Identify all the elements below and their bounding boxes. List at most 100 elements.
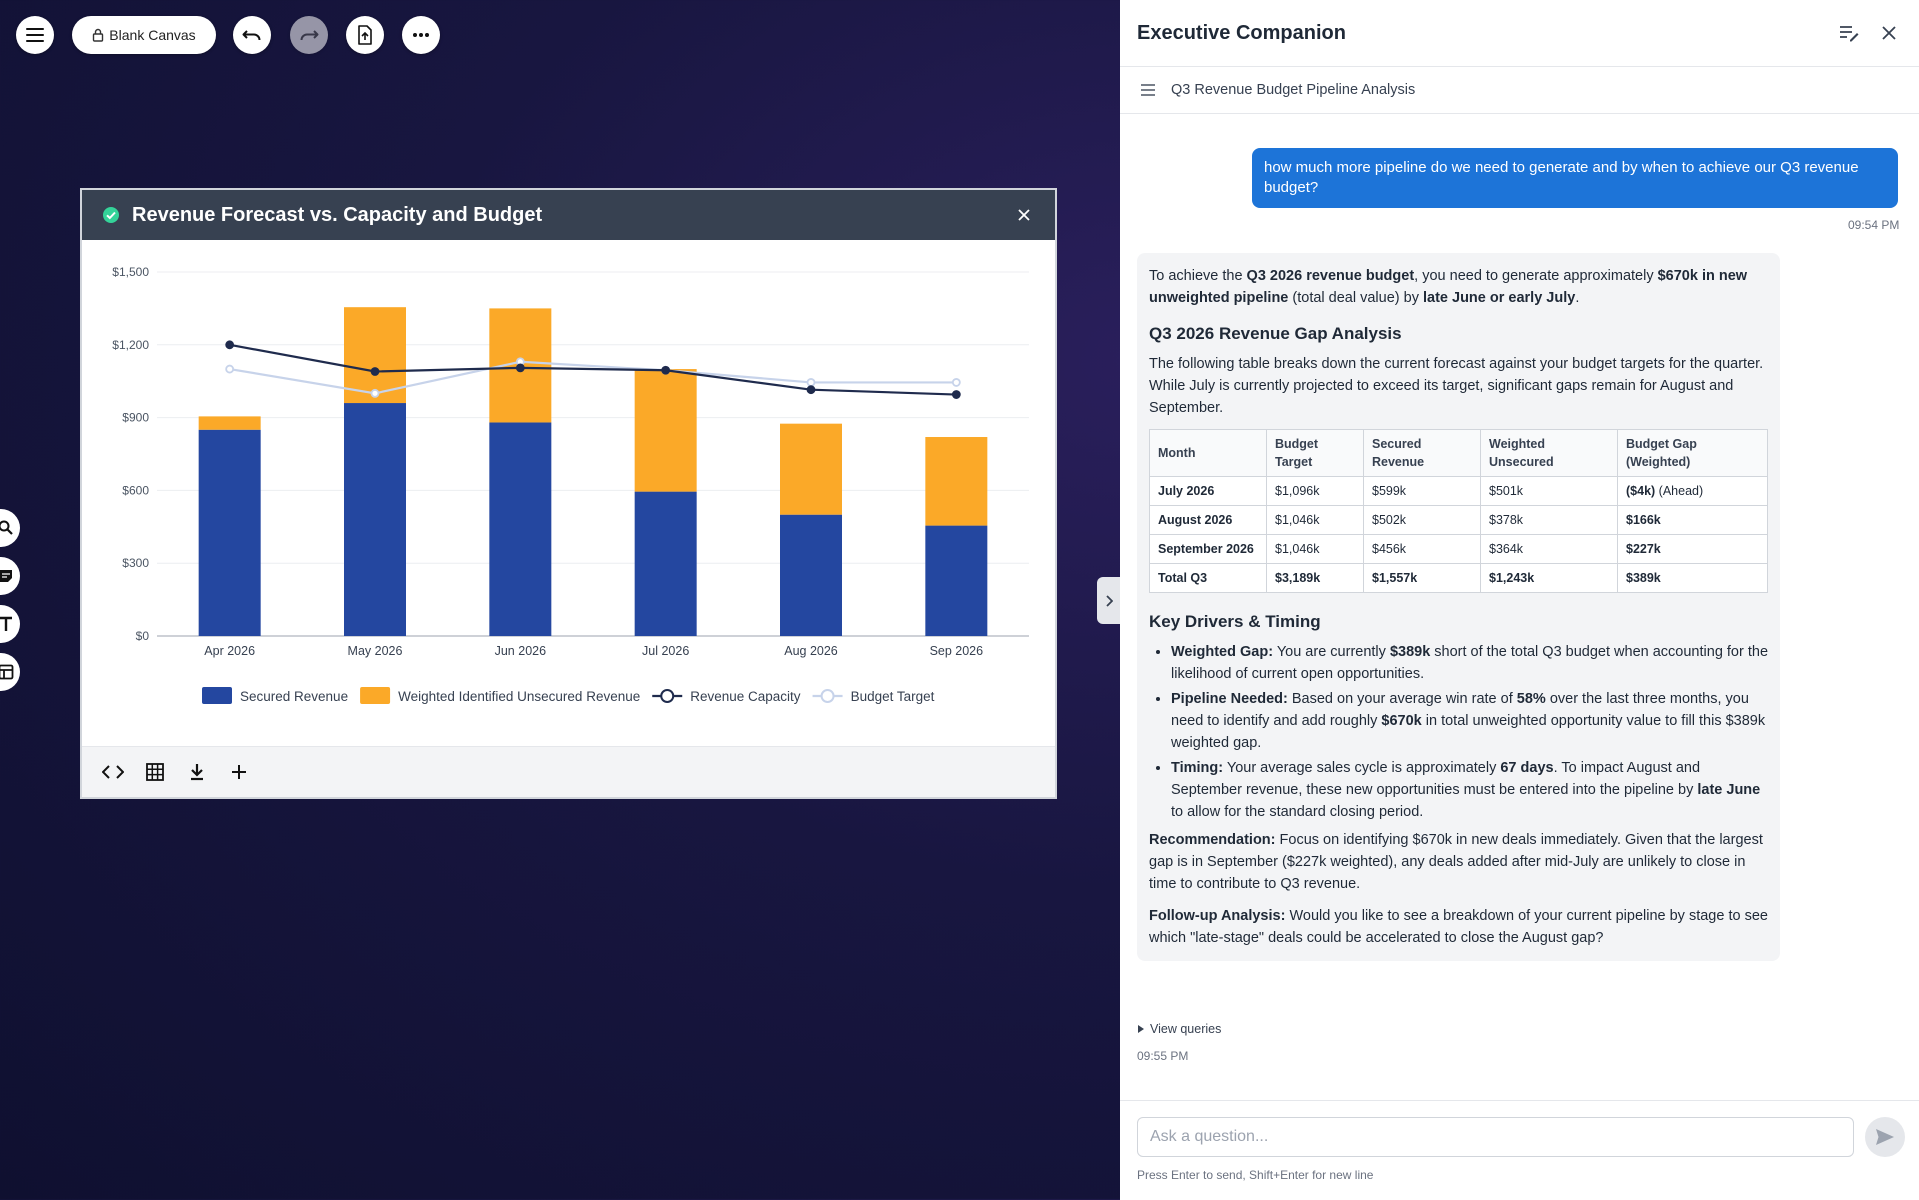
x-tick-label: Sep 2026 — [930, 644, 984, 658]
line-point — [951, 390, 961, 399]
redo-button[interactable] — [290, 16, 328, 54]
ask-input[interactable] — [1137, 1117, 1854, 1157]
table-cell: $599k — [1363, 476, 1481, 506]
legend-label: Weighted Identified Unsecured Revenue — [398, 689, 640, 704]
bar — [198, 429, 261, 636]
table-cell: September 2026 — [1149, 534, 1267, 564]
code-icon — [102, 765, 124, 779]
series-line — [229, 343, 957, 396]
bar — [198, 416, 261, 430]
add-to-canvas-button[interactable] — [224, 757, 254, 787]
panel-title: Executive Companion — [1137, 21, 1346, 44]
bar — [925, 525, 988, 636]
key-drivers-heading: Key Drivers & Timing — [1149, 612, 1321, 631]
sticky-note-tool[interactable] — [0, 557, 20, 595]
list-item: Timing: Your average sales cycle is appr… — [1171, 757, 1768, 823]
companion-panel: Executive Companion Q3 Revenue Budget Pi… — [1120, 0, 1919, 1200]
legend-label: Revenue Capacity — [690, 689, 801, 704]
close-chart-button[interactable] — [1013, 204, 1035, 226]
legend-label: Budget Target — [851, 689, 935, 704]
bar — [925, 437, 988, 526]
thread-menu-button[interactable] — [1137, 79, 1159, 101]
view-code-button[interactable] — [98, 757, 128, 787]
close-panel-button[interactable] — [1876, 20, 1902, 46]
key-drivers-list: Weighted Gap: You are currently $389k sh… — [1149, 641, 1768, 823]
line-point — [661, 365, 671, 375]
line-point — [225, 340, 235, 350]
x-tick-label: Jun 2026 — [495, 644, 546, 658]
thread-title: Q3 Revenue Budget Pipeline Analysis — [1171, 82, 1416, 98]
line-point — [951, 378, 961, 387]
send-button[interactable] — [1865, 1117, 1905, 1157]
table-cell: Total Q3 — [1149, 563, 1267, 593]
chart-card-header: Revenue Forecast vs. Capacity and Budget — [82, 190, 1055, 240]
legend-marker — [820, 689, 835, 703]
table-header-row: Month Budget Target Secured Revenue Weig… — [1149, 429, 1768, 477]
line-point — [370, 388, 380, 398]
download-icon — [191, 764, 203, 781]
ellipsis-icon — [413, 33, 429, 37]
export-button[interactable] — [346, 16, 384, 54]
table-cell: ($4k) (Ahead) — [1617, 476, 1768, 506]
y-tick-label: $600 — [122, 483, 149, 497]
chart-card-footer — [82, 746, 1055, 797]
table-row: July 2026 $1,096k $599k $501k ($4k) (Ahe… — [1149, 476, 1768, 506]
table-cell: $378k — [1480, 505, 1618, 535]
table-cell: $502k — [1363, 505, 1481, 535]
edit-list-icon — [1840, 26, 1859, 42]
table-cell: $456k — [1363, 534, 1481, 564]
intro-paragraph: To achieve the Q3 2026 revenue budget, y… — [1149, 268, 1748, 306]
table-row: Total Q3 $3,189k $1,557k $1,243k $389k — [1149, 563, 1768, 593]
view-queries-toggle[interactable]: View queries — [1137, 1022, 1221, 1036]
table-cell: $1,046k — [1266, 505, 1364, 535]
undo-button[interactable] — [233, 16, 271, 54]
menu-button[interactable] — [16, 16, 54, 54]
y-tick-label: $0 — [136, 629, 150, 643]
new-chat-button[interactable] — [1836, 20, 1862, 46]
redo-icon — [300, 30, 319, 41]
more-options-button[interactable] — [402, 16, 440, 54]
y-tick-label: $1,500 — [112, 265, 149, 279]
line-point — [806, 378, 816, 387]
chart-card[interactable]: Revenue Forecast vs. Capacity and Budget… — [80, 188, 1057, 799]
search-icon — [0, 520, 13, 535]
recommendation-paragraph: Recommendation: Focus on identifying $67… — [1149, 832, 1763, 892]
table-tool[interactable] — [0, 653, 20, 691]
table-cell: $364k — [1480, 534, 1618, 564]
input-area: Press Enter to send, Shift+Enter for new… — [1120, 1100, 1919, 1200]
view-table-button[interactable] — [140, 757, 170, 787]
table-cell: $227k — [1617, 534, 1768, 564]
table-row: August 2026 $1,046k $502k $378k $166k — [1149, 505, 1768, 535]
gap-analysis-heading: Q3 2026 Revenue Gap Analysis — [1149, 324, 1402, 343]
search-tool[interactable] — [0, 509, 20, 547]
file-export-icon — [358, 25, 372, 45]
table-cell: $1,096k — [1266, 476, 1364, 506]
x-tick-label: Aug 2026 — [784, 644, 838, 658]
table-header: Weighted Unsecured — [1480, 429, 1618, 477]
followup-paragraph: Follow-up Analysis: Would you like to se… — [1149, 908, 1768, 946]
table-header: Budget Target — [1266, 429, 1364, 477]
x-tick-label: Apr 2026 — [204, 644, 255, 658]
download-button[interactable] — [182, 757, 212, 787]
bar — [634, 369, 697, 492]
table-cell: $1,243k — [1480, 563, 1618, 593]
table-cell: $1,557k — [1363, 563, 1481, 593]
list-item: Pipeline Needed: Based on your average w… — [1171, 688, 1768, 754]
text-icon — [0, 616, 12, 631]
sticky-note-icon — [0, 570, 12, 582]
user-message: how much more pipeline do we need to gen… — [1252, 148, 1898, 208]
table-cell: $389k — [1617, 563, 1768, 593]
line-point — [515, 363, 525, 373]
table-icon — [0, 664, 14, 680]
table-header: Budget Gap (Weighted) — [1617, 429, 1768, 477]
table-cell: August 2026 — [1149, 505, 1267, 535]
input-hint: Press Enter to send, Shift+Enter for new… — [1137, 1168, 1374, 1182]
collapse-panel-handle[interactable] — [1097, 577, 1120, 624]
canvas-name-button[interactable]: Blank Canvas — [72, 16, 216, 54]
line-point — [225, 364, 235, 374]
text-tool[interactable] — [0, 605, 20, 643]
grid-icon — [146, 763, 164, 781]
panel-header: Executive Companion — [1120, 0, 1919, 67]
legend-swatch — [360, 687, 391, 704]
line-point — [806, 385, 816, 395]
